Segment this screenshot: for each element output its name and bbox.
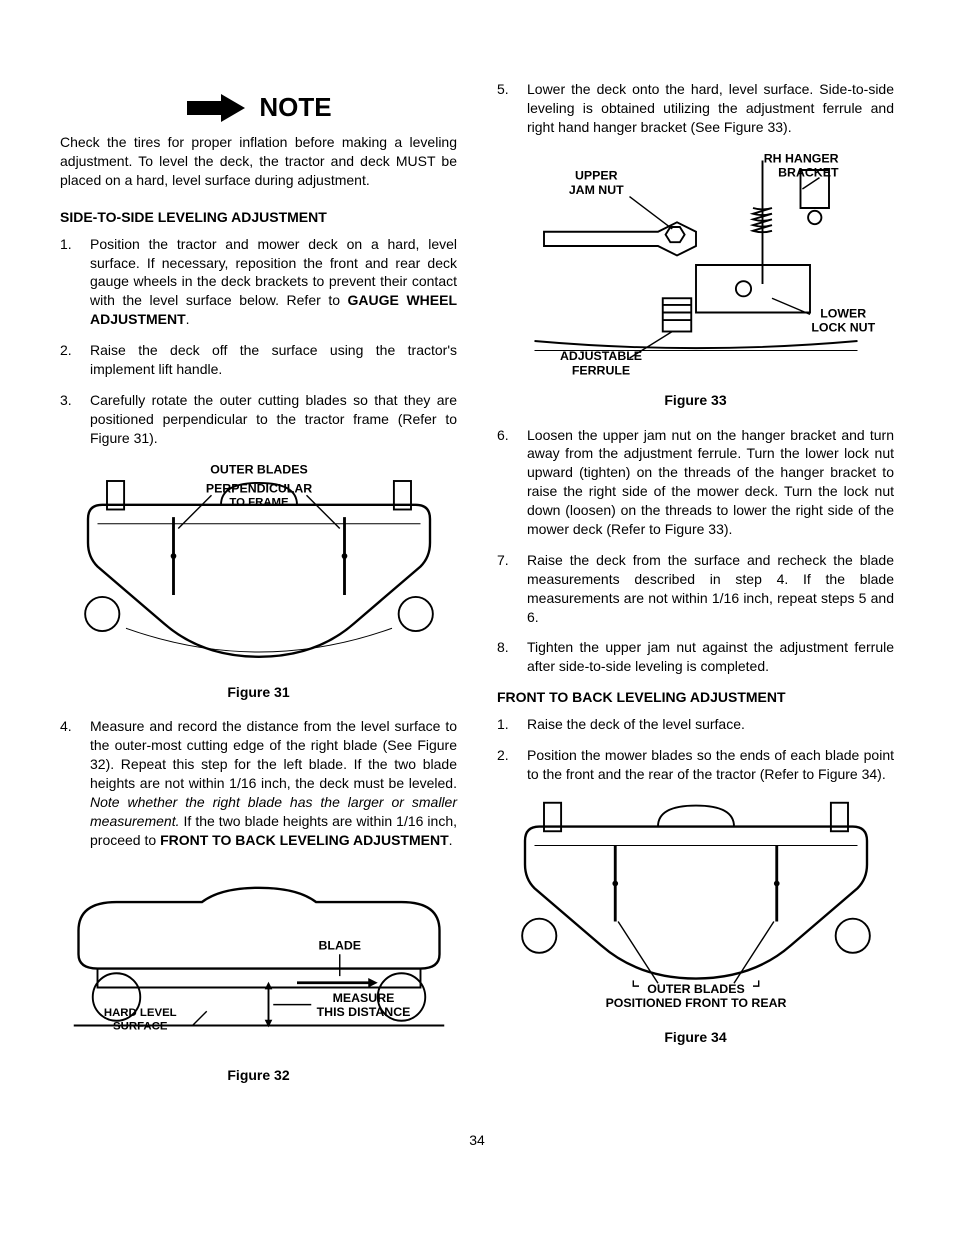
fig33-lower1: LOWER — [820, 306, 866, 320]
fig33-ferrule1: ADJUSTABLE — [559, 349, 641, 363]
figure-33: UPPER JAM NUT RH HANGER BRACKET LOWER LO… — [497, 151, 894, 379]
figure-31-caption: Figure 31 — [60, 683, 457, 702]
fig33-rh1: RH HANGER — [763, 151, 838, 165]
text: . — [449, 832, 453, 848]
note-heading: NOTE — [259, 90, 331, 125]
fig32-hard2: SURFACE — [113, 1020, 168, 1032]
list-item: Tighten the upper jam nut against the ad… — [497, 638, 894, 676]
fig34-label1: OUTER BLADES — [647, 982, 744, 996]
list-item: Loosen the upper jam nut on the hanger b… — [497, 426, 894, 539]
right-column: Lower the deck onto the hard, level surf… — [497, 80, 894, 1101]
list-item: Position the mower blades so the ends of… — [497, 746, 894, 784]
figure-33-caption: Figure 33 — [497, 391, 894, 410]
fig32-measure2: THIS DISTANCE — [316, 1005, 410, 1019]
list-item: Measure and record the distance from the… — [60, 717, 457, 849]
list-item: Raise the deck from the surface and rech… — [497, 551, 894, 627]
page-number: 34 — [60, 1131, 894, 1150]
side-leveling-list-3: Lower the deck onto the hard, level surf… — [497, 80, 894, 137]
text: . — [186, 311, 190, 327]
side-leveling-list: Position the tractor and mower deck on a… — [60, 235, 457, 448]
figure-34-caption: Figure 34 — [497, 1028, 894, 1047]
fig32-measure1: MEASURE — [332, 990, 394, 1004]
figure-31: OUTER BLADES PERPENDICULAR TO FRAME — [60, 462, 457, 671]
section-heading-side: SIDE-TO-SIDE LEVELING ADJUSTMENT — [60, 208, 457, 227]
side-leveling-list-2: Measure and record the distance from the… — [60, 717, 457, 849]
fig33-lower2: LOCK NUT — [811, 320, 875, 334]
fig31-label1: OUTER BLADES — [210, 462, 307, 476]
fig32-blade-label: BLADE — [318, 938, 361, 952]
page-columns: NOTE Check the tires for proper inflatio… — [60, 80, 894, 1101]
figure-32-caption: Figure 32 — [60, 1066, 457, 1085]
fig33-upper1: UPPER — [574, 168, 617, 182]
list-item: Raise the deck of the level surface. — [497, 715, 894, 734]
left-column: NOTE Check the tires for proper inflatio… — [60, 80, 457, 1101]
front-back-list: Raise the deck of the level surface. Pos… — [497, 715, 894, 784]
fig31-label3: TO FRAME — [229, 496, 289, 508]
arrow-right-icon — [185, 92, 247, 124]
section-heading-front: FRONT TO BACK LEVELING ADJUSTMENT — [497, 688, 894, 707]
figure-34: OUTER BLADES POSITIONED FRONT TO REAR — [497, 798, 894, 1017]
list-item: Raise the deck off the surface using the… — [60, 341, 457, 379]
note-body: Check the tires for proper inflation bef… — [60, 133, 457, 190]
list-item: Carefully rotate the outer cutting blade… — [60, 391, 457, 448]
side-leveling-list-4: Loosen the upper jam nut on the hanger b… — [497, 426, 894, 677]
list-item: Lower the deck onto the hard, level surf… — [497, 80, 894, 137]
fig33-rh2: BRACKET — [778, 165, 839, 179]
text: Measure and record the distance from the… — [90, 718, 457, 791]
fig31-label2: PERPENDICULAR — [205, 481, 311, 495]
figure-32: BLADE MEASURE THIS DISTANCE HARD LEVEL S… — [60, 864, 457, 1054]
fig34-label2: POSITIONED FRONT TO REAR — [605, 996, 786, 1010]
note-header: NOTE — [60, 90, 457, 125]
fig32-hard1: HARD LEVEL — [103, 1007, 176, 1019]
fig33-upper2: JAM NUT — [568, 182, 623, 196]
list-item: Position the tractor and mower deck on a… — [60, 235, 457, 329]
fig33-ferrule2: FERRULE — [571, 363, 629, 377]
text-bold: FRONT TO BACK LEVELING ADJUSTMENT — [160, 832, 449, 848]
